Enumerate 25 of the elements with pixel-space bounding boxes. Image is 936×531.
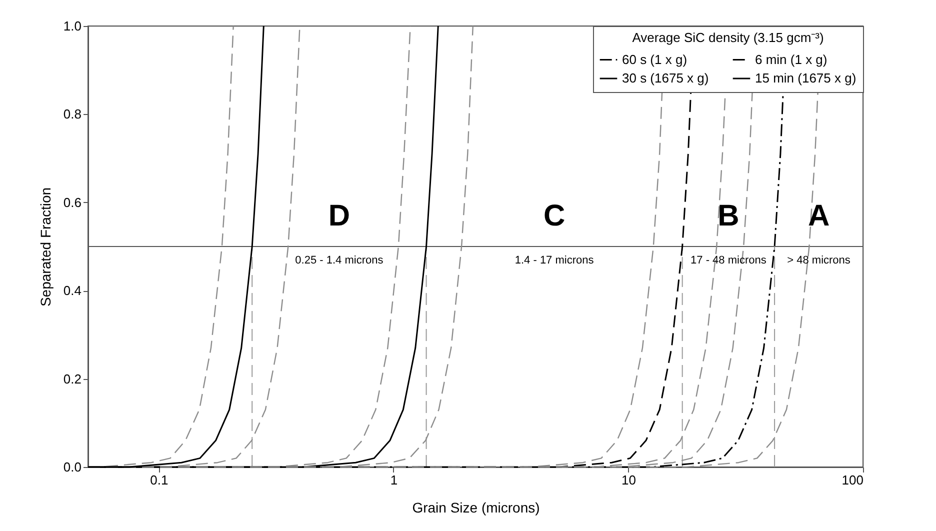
annotation: > 48 microns <box>787 254 851 266</box>
legend-label: 60 s (1 x g) <box>622 52 688 67</box>
y-axis-title: Separated Fraction <box>37 187 54 307</box>
annotation: D <box>328 200 350 232</box>
x-tick-label: 100 <box>842 472 864 488</box>
legend-title: Average SiC density (3.15 gcm⁻³) <box>632 30 824 45</box>
annotation: C <box>543 200 566 232</box>
y-tick-label: 0.4 <box>63 283 82 298</box>
y-tick-label: 0.0 <box>63 460 82 474</box>
x-tick-label: 1 <box>390 472 398 488</box>
y-tick-label: 0.6 <box>63 194 82 210</box>
legend-label: 30 s (1675 x g) <box>622 70 709 86</box>
x-tick-label: 0.1 <box>150 472 168 488</box>
annotation: 1.4 - 17 microns <box>514 254 594 266</box>
y-tick-label: 0.2 <box>63 371 82 386</box>
x-axis-title: Grain Size (microns) <box>412 500 540 516</box>
y-tick-label: 1.0 <box>63 18 82 34</box>
legend-label: 6 min (1 x g) <box>755 52 828 67</box>
y-tick-label: 0.8 <box>63 106 82 122</box>
annotation: A <box>808 200 830 232</box>
annotation: 17 - 48 microns <box>690 254 767 266</box>
x-tick-label: 10 <box>621 472 636 488</box>
annotation: 0.25 - 1.4 microns <box>295 254 384 266</box>
legend-label: 15 min (1675 x g) <box>755 70 856 86</box>
annotation: B <box>718 200 740 232</box>
